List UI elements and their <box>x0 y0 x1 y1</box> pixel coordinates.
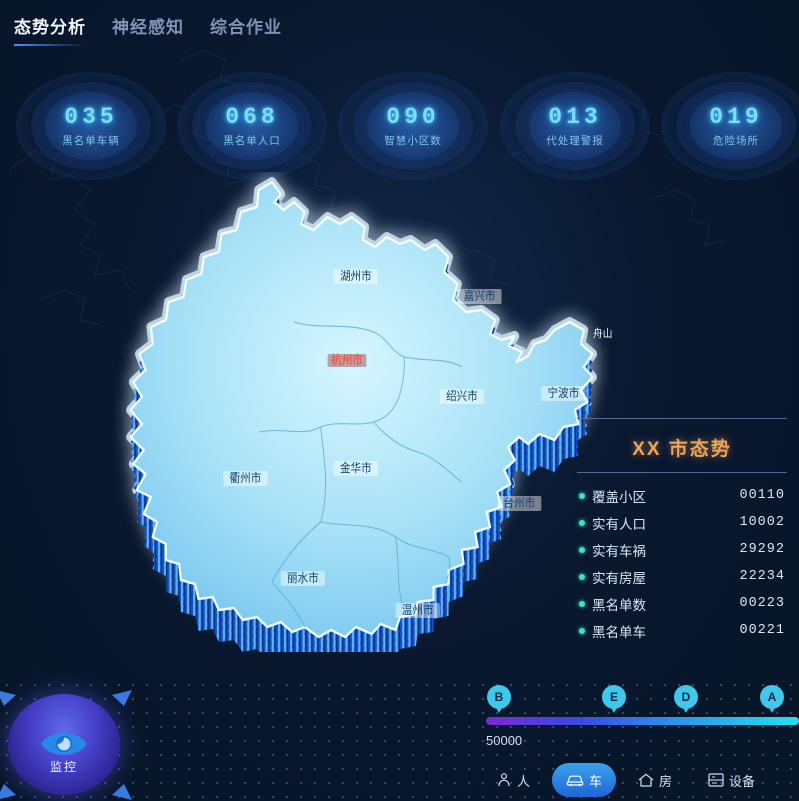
svg-text:嘉兴市: 嘉兴市 <box>464 288 496 303</box>
svg-text:金华市: 金华市 <box>340 460 372 475</box>
svg-text:宁波市: 宁波市 <box>548 385 580 400</box>
svg-text:衢州市: 衢州市 <box>230 470 262 485</box>
svg-text:杭州市: 杭州市 <box>331 352 363 367</box>
svg-text:湖州市: 湖州市 <box>340 268 372 283</box>
svg-text:绍兴市: 绍兴市 <box>446 388 478 403</box>
svg-text:台州市: 台州市 <box>503 495 535 510</box>
svg-text:温州市: 温州市 <box>402 602 434 617</box>
svg-text:丽水市: 丽水市 <box>287 570 319 585</box>
svg-text:舟山市: 舟山市 <box>593 326 612 340</box>
